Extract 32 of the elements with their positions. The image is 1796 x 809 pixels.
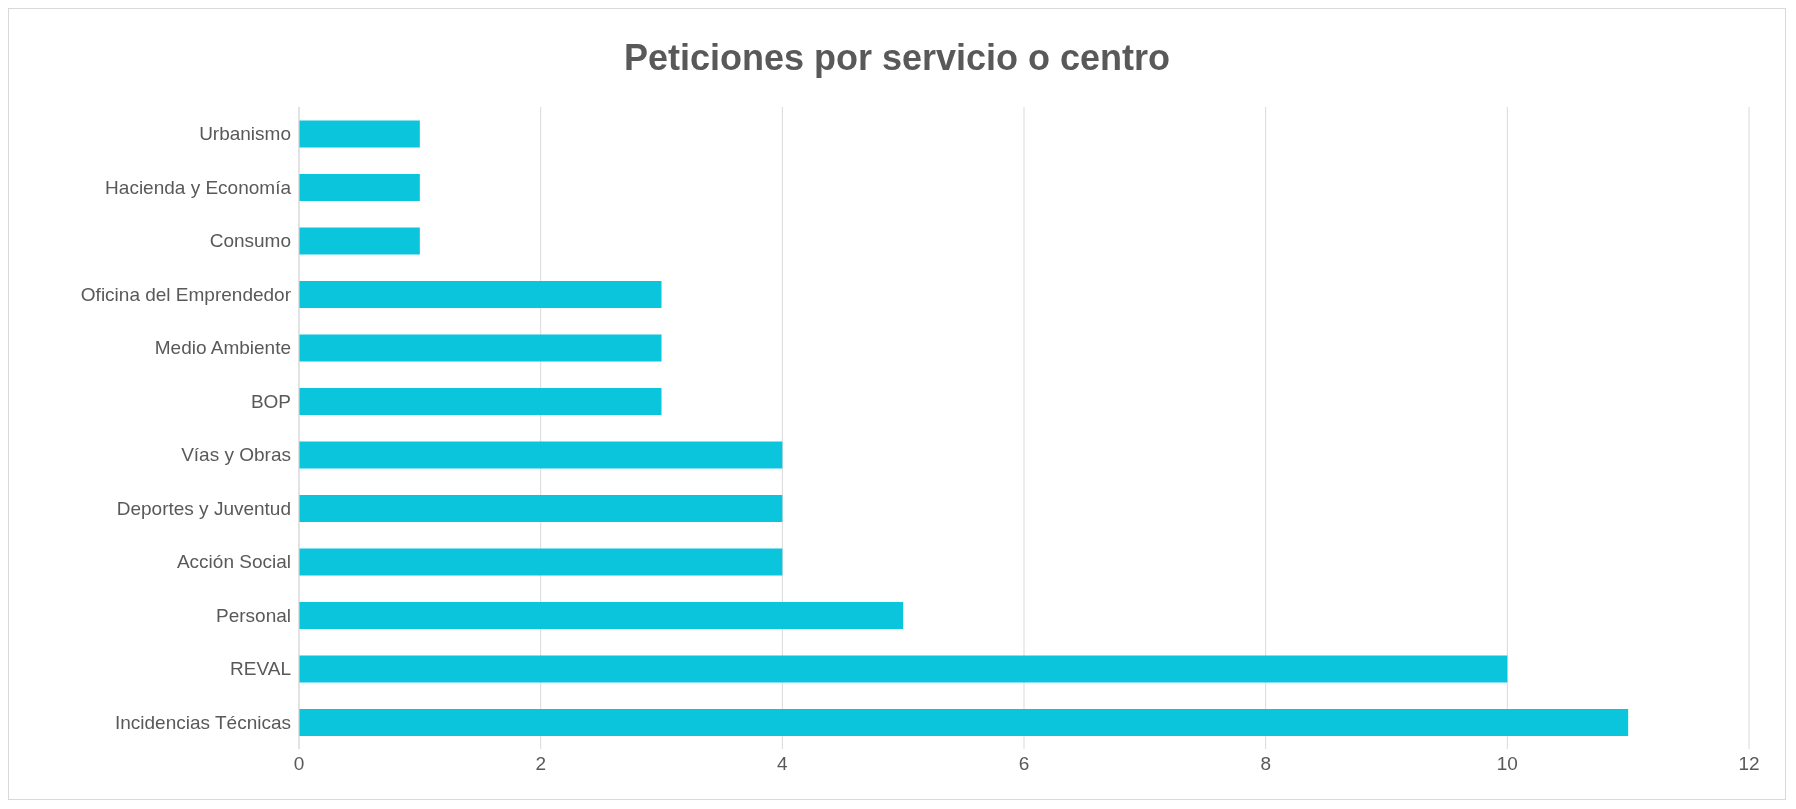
y-tick-label: BOP — [250, 390, 291, 412]
bar — [299, 708, 1629, 736]
y-tick-label: Deportes y Juventud — [116, 497, 291, 519]
x-tick-label: 12 — [1738, 753, 1760, 775]
x-tick-label: 4 — [777, 753, 789, 775]
y-tick-label: Acción Social — [176, 551, 291, 573]
bar — [299, 120, 420, 148]
y-tick-label: Oficina del Emprendedor — [80, 283, 292, 305]
x-tick-label: 2 — [535, 753, 546, 775]
y-tick-label: Consumo — [209, 230, 291, 252]
y-tick-label: Vías y Obras — [181, 444, 291, 466]
y-tick-label: REVAL — [230, 658, 291, 680]
bar — [299, 548, 783, 576]
x-tick-label: 6 — [1018, 753, 1030, 775]
bar — [299, 173, 420, 201]
chart-title: Peticiones por servicio o centro — [622, 36, 1172, 80]
bar — [299, 601, 904, 629]
bar — [299, 280, 662, 308]
x-tick-label: 10 — [1496, 753, 1518, 775]
bar — [299, 441, 783, 469]
bar — [299, 334, 662, 362]
bar — [299, 494, 783, 522]
y-tick-label: Medio Ambiente — [154, 337, 291, 359]
bar — [299, 387, 662, 415]
y-tick-label: Personal — [216, 604, 291, 626]
bar — [299, 227, 420, 255]
bar — [299, 655, 1508, 683]
x-tick-label: 0 — [293, 753, 305, 775]
y-tick-label: Hacienda y Economía — [105, 176, 292, 198]
y-tick-label: Urbanismo — [199, 123, 291, 145]
x-tick-label: 8 — [1260, 753, 1271, 775]
y-tick-label: Incidencias Técnicas — [114, 711, 291, 733]
